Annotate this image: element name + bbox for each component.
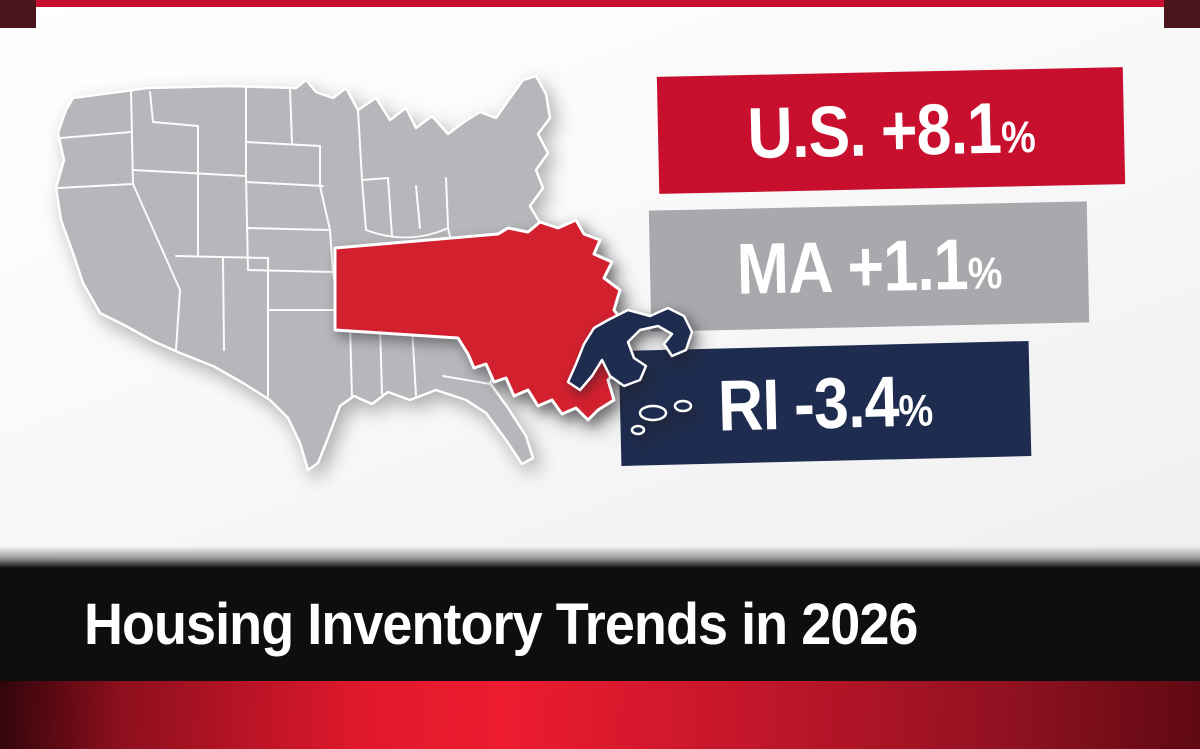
stat-banner-ri: RI -3.4% [618, 341, 1032, 466]
top-left-corner-block [0, 0, 36, 28]
title-band-fade [0, 546, 1200, 568]
stat-text-ma: MA +1.1% [736, 223, 1002, 311]
stat-label-ri: RI [717, 364, 780, 447]
bottom-red-strip [0, 681, 1200, 749]
stat-label-us: U.S. [746, 91, 867, 174]
stat-value-ri: -3.4 [792, 361, 900, 445]
us-map-outline [54, 74, 552, 472]
stat-value-us: +8.1 [879, 88, 1002, 171]
stat-banner-us: U.S. +8.1% [656, 67, 1126, 194]
us-map [54, 74, 694, 472]
stat-text-ri: RI -3.4% [717, 360, 933, 447]
stat-label-ma: MA [735, 227, 834, 310]
state-borders [57, 85, 521, 399]
title-band: Housing Inventory Trends in 2026 [0, 568, 1200, 681]
massachusetts-highlight [333, 218, 628, 422]
headline: Housing Inventory Trends in 2026 [84, 592, 918, 657]
stat-percent-ri: % [897, 385, 933, 436]
stat-percent-ma: % [967, 248, 1002, 299]
top-right-corner-block [1164, 0, 1200, 28]
stat-value-ma: +1.1 [846, 224, 969, 307]
stat-percent-us: % [1000, 112, 1036, 163]
top-red-strip [0, 0, 1200, 7]
stat-banner-ma: MA +1.1% [648, 201, 1090, 332]
stat-text-us: U.S. +8.1% [747, 87, 1036, 175]
